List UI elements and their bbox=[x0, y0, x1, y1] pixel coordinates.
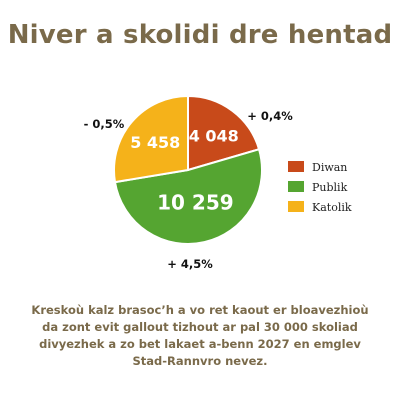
change-label-diwan: + 0,4% bbox=[247, 109, 293, 123]
legend-label-katolik: Katolik bbox=[312, 201, 352, 214]
legend-label-publik: Publik bbox=[312, 181, 348, 194]
legend-swatch-diwan bbox=[288, 161, 304, 172]
legend-label-diwan: Diwan bbox=[312, 161, 347, 174]
slice-value-label-diwan: 4 048 bbox=[189, 127, 239, 146]
pie-slice-diwan bbox=[187, 94, 261, 172]
chart-caption: Kreskoù kalz brasoc’h a vo ret kaout er … bbox=[31, 303, 369, 368]
pie-slice-publik bbox=[113, 148, 263, 245]
chart-title: Niver a skolidi dre hentad bbox=[7, 20, 393, 50]
slice-value-label-publik: 10 259 bbox=[157, 190, 234, 214]
legend-swatch-katolik bbox=[288, 201, 304, 212]
slice-value-label-katolik: 5 458 bbox=[130, 133, 180, 152]
change-label-katolik: - 0,5% bbox=[84, 117, 125, 131]
pie-slice-katolik bbox=[113, 94, 189, 184]
change-label-publik: + 4,5% bbox=[167, 257, 213, 271]
legend-swatch-publik bbox=[288, 181, 304, 192]
